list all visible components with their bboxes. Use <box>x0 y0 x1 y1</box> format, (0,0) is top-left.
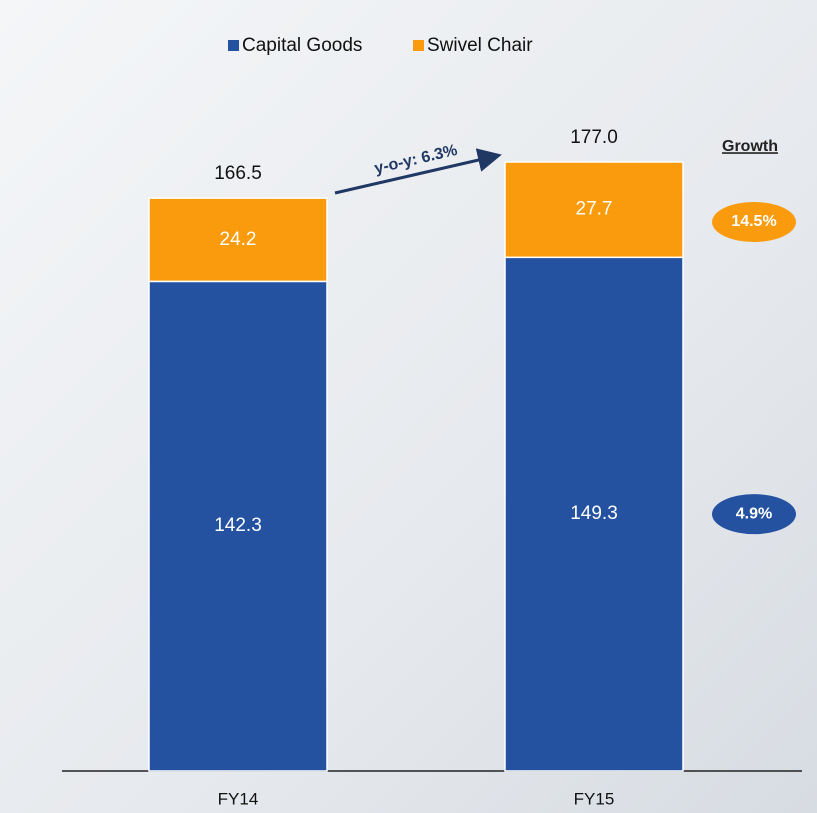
chart: y-o-y: 6.3% Growth 142.324.2166.5FY14149… <box>0 0 817 813</box>
growth-label: 14.5% <box>731 213 776 230</box>
value-label: 142.3 <box>214 515 262 536</box>
value-label: 149.3 <box>570 503 618 524</box>
legend-swatch <box>413 40 424 51</box>
legend-label: Swivel Chair <box>427 35 533 56</box>
value-label: 27.7 <box>576 199 613 220</box>
background <box>0 0 817 813</box>
legend-swatch <box>228 40 239 51</box>
total-label: 177.0 <box>570 127 618 148</box>
x-tick-label: FY15 <box>574 789 615 808</box>
x-tick-label: FY14 <box>218 789 259 808</box>
value-label: 24.2 <box>220 229 257 250</box>
legend-label: Capital Goods <box>242 35 362 56</box>
growth-header: Growth <box>722 138 778 155</box>
total-label: 166.5 <box>214 163 262 184</box>
growth-label: 4.9% <box>736 505 772 522</box>
